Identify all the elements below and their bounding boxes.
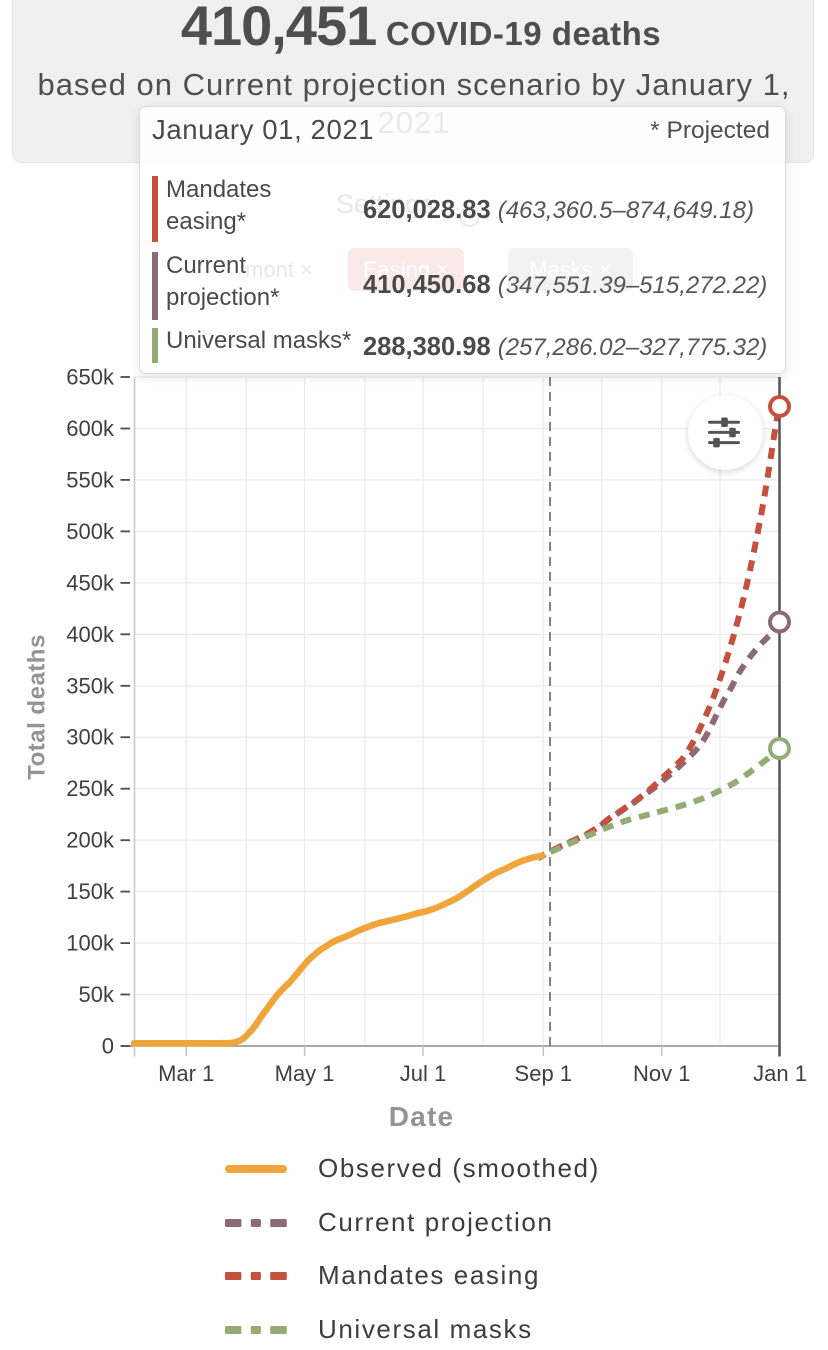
svg-text:400k: 400k xyxy=(66,622,115,647)
svg-text:May 1: May 1 xyxy=(275,1061,335,1086)
svg-text:250k: 250k xyxy=(66,776,115,801)
svg-text:Nov 1: Nov 1 xyxy=(633,1061,690,1086)
svg-text:Total deaths: Total deaths xyxy=(23,634,50,780)
svg-text:300k: 300k xyxy=(66,725,115,750)
svg-text:50k: 50k xyxy=(79,982,115,1007)
svg-text:450k: 450k xyxy=(66,570,115,595)
svg-text:Jan 1: Jan 1 xyxy=(753,1061,807,1086)
svg-text:Mar 1: Mar 1 xyxy=(158,1061,214,1086)
svg-text:350k: 350k xyxy=(66,673,115,698)
svg-text:Jul 1: Jul 1 xyxy=(400,1061,446,1086)
svg-text:200k: 200k xyxy=(66,828,115,853)
svg-text:Sep 1: Sep 1 xyxy=(515,1061,573,1086)
svg-text:550k: 550k xyxy=(66,467,115,492)
svg-text:100k: 100k xyxy=(66,931,115,956)
svg-text:150k: 150k xyxy=(66,879,115,904)
svg-text:600k: 600k xyxy=(66,416,115,441)
svg-text:500k: 500k xyxy=(66,519,115,544)
svg-text:650k: 650k xyxy=(66,365,115,390)
svg-text:Date: Date xyxy=(389,1101,455,1132)
svg-text:0: 0 xyxy=(102,1034,114,1059)
